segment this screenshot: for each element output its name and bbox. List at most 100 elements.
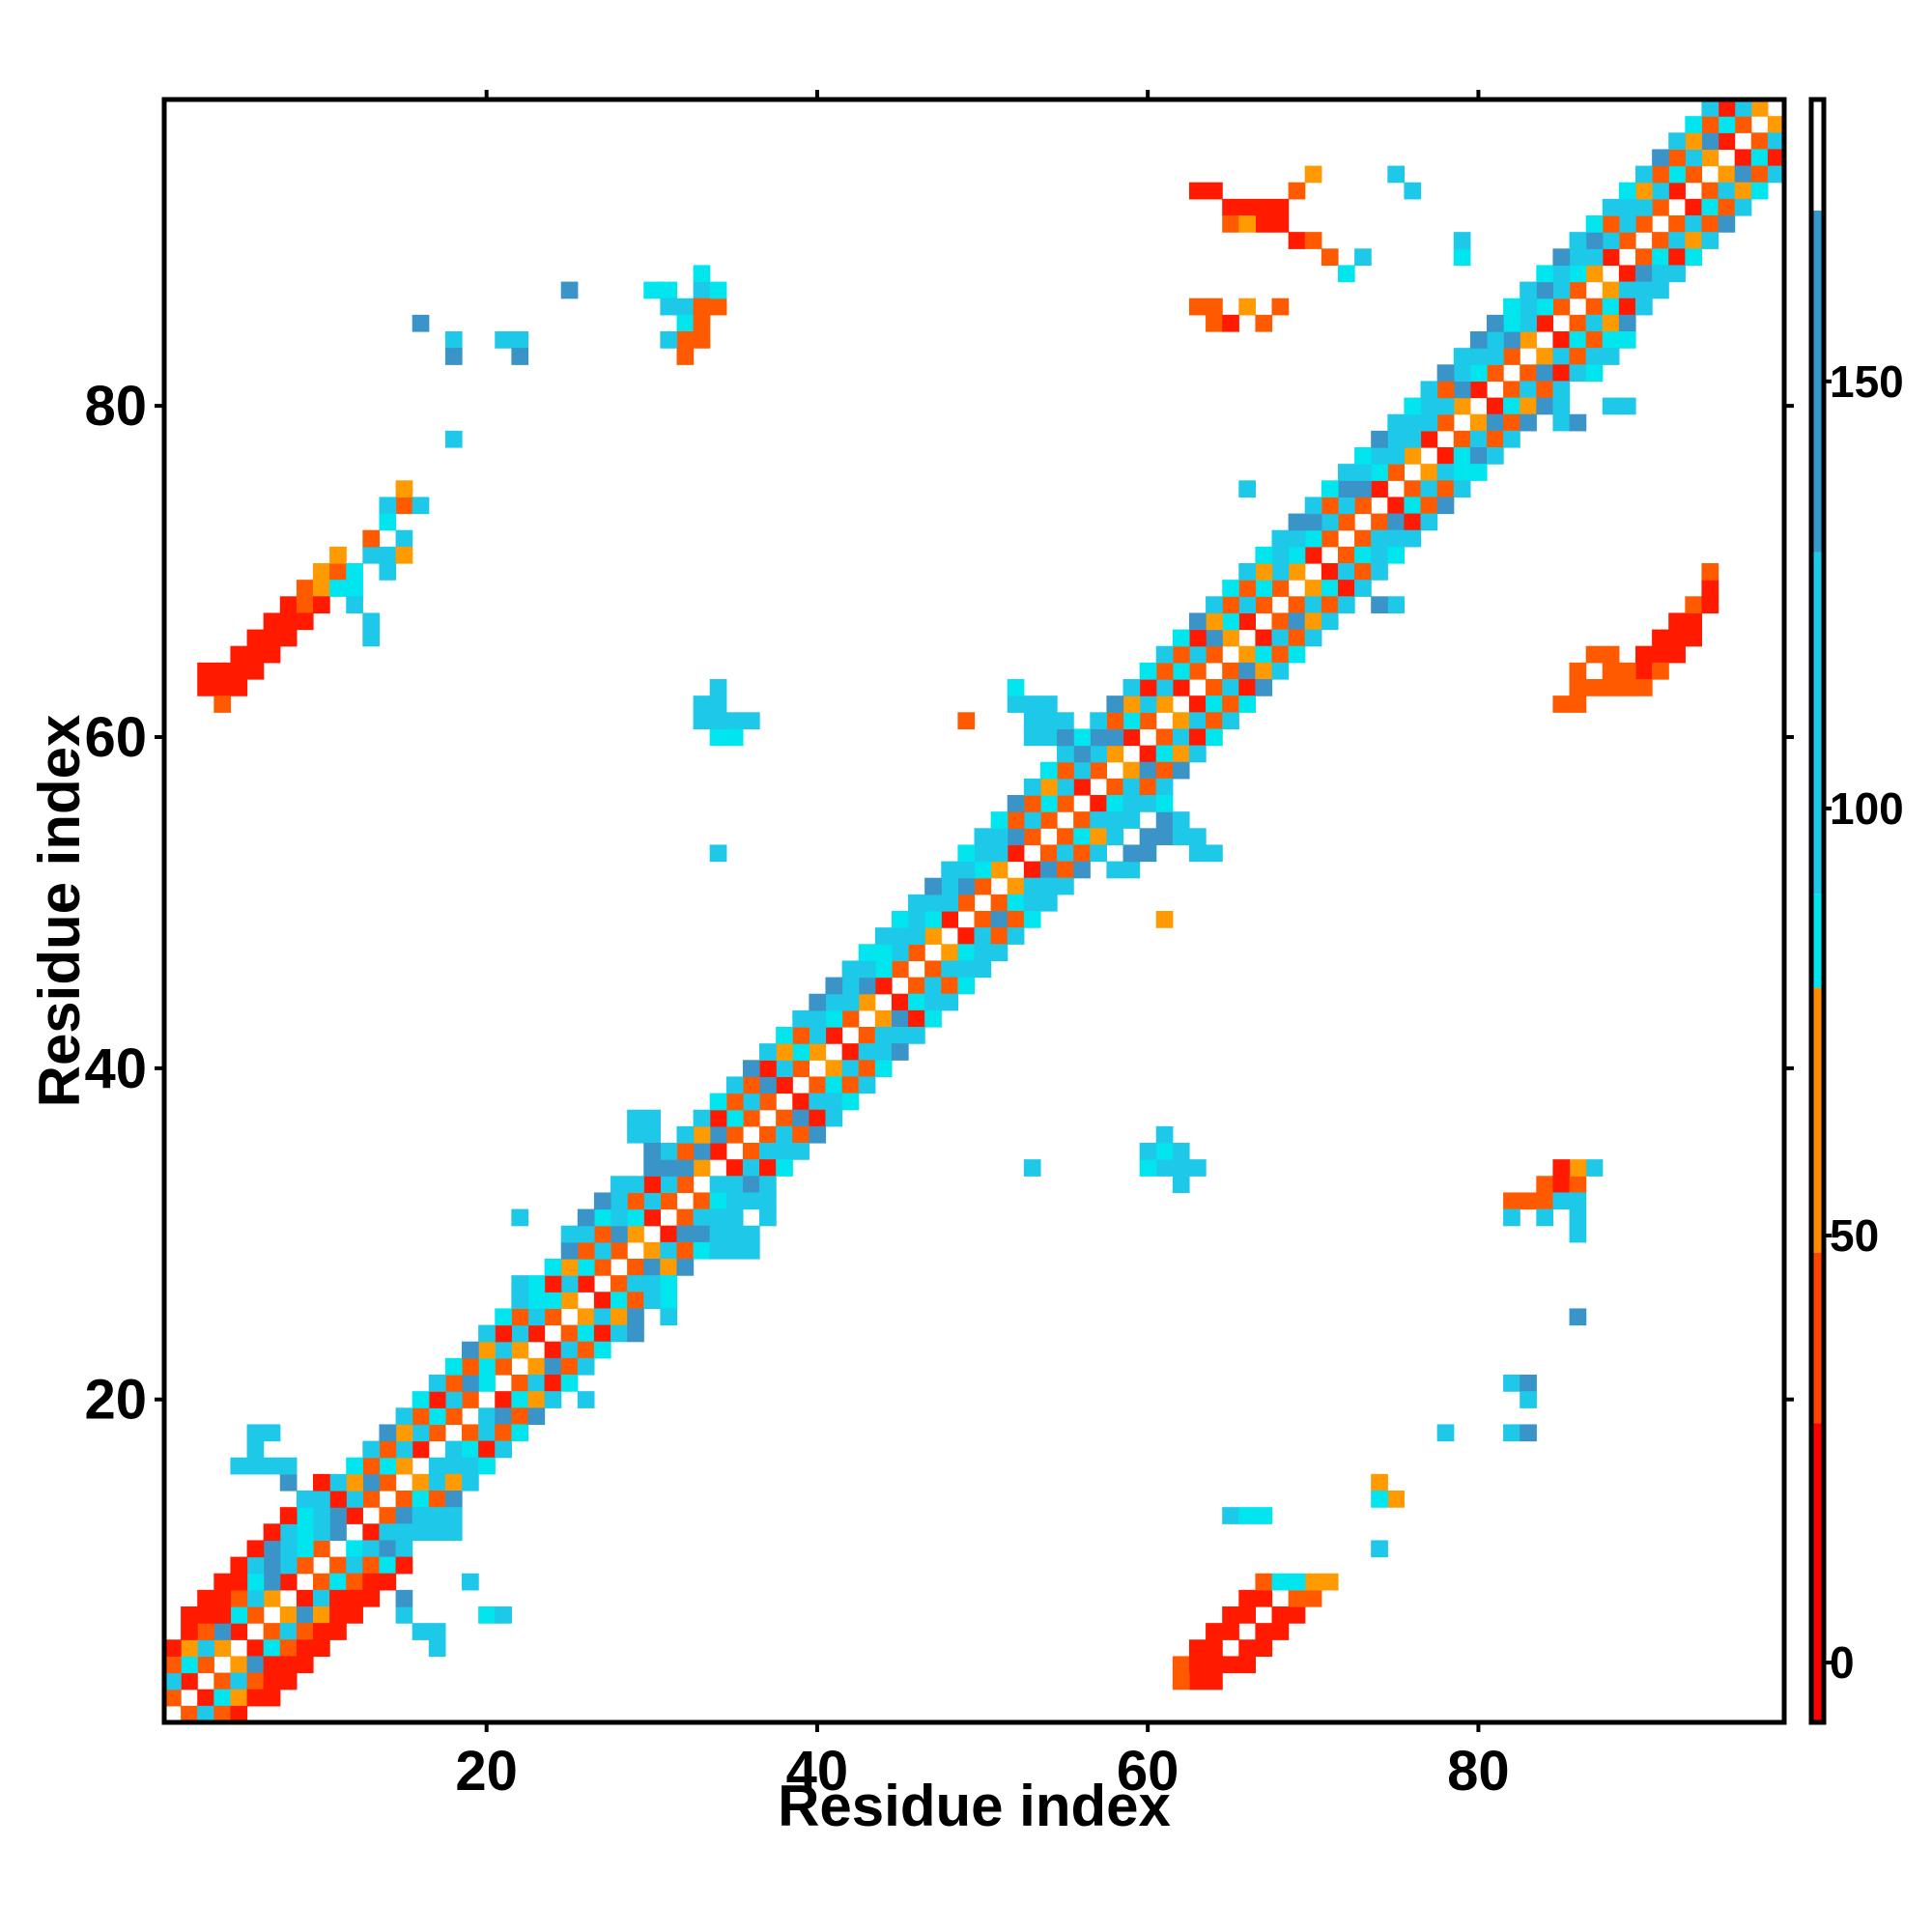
heatmap-cell xyxy=(1503,413,1520,432)
heatmap-cell xyxy=(395,480,413,498)
heatmap-cell xyxy=(1685,629,1703,647)
heatmap-cell xyxy=(1172,828,1190,846)
x-tick-label: 40 xyxy=(786,1740,849,1803)
heatmap-cell xyxy=(1387,529,1406,548)
heatmap-cell xyxy=(1634,198,1653,216)
heatmap-cell xyxy=(841,1093,860,1111)
heatmap-cell xyxy=(759,1043,777,1061)
heatmap-cell xyxy=(1569,248,1587,267)
heatmap-cell xyxy=(1634,265,1653,283)
heatmap-cell xyxy=(230,645,248,664)
heatmap-cell xyxy=(693,1192,711,1210)
colorbar-band xyxy=(1811,552,1824,895)
heatmap-cell xyxy=(181,1656,198,1674)
heatmap-cell xyxy=(1569,331,1587,349)
heatmap-cell xyxy=(495,1341,512,1359)
heatmap-cell xyxy=(759,1125,777,1144)
heatmap-cell xyxy=(825,977,843,995)
heatmap-cell xyxy=(1222,612,1239,631)
heatmap-cell xyxy=(1206,612,1223,631)
heatmap-cell xyxy=(725,1176,744,1194)
heatmap-cell xyxy=(1206,844,1223,863)
heatmap-cell xyxy=(1139,844,1157,863)
heatmap-cell xyxy=(1222,580,1239,597)
heatmap-cell xyxy=(1057,795,1074,812)
heatmap-cell xyxy=(1222,1656,1239,1674)
heatmap-cell xyxy=(1618,215,1636,233)
colorbar-band xyxy=(1811,1252,1824,1424)
heatmap-cell xyxy=(495,1407,512,1426)
heatmap-cell xyxy=(1685,132,1703,151)
heatmap-cell xyxy=(809,1043,827,1061)
heatmap-cell xyxy=(1321,480,1339,498)
heatmap-cell xyxy=(825,1076,843,1094)
heatmap-cell xyxy=(279,1523,298,1542)
heatmap-cell xyxy=(1371,563,1388,581)
heatmap-cell xyxy=(1255,679,1273,696)
heatmap-cell xyxy=(1139,761,1157,780)
heatmap-cell xyxy=(941,944,958,962)
heatmap-cell xyxy=(627,1225,644,1243)
heatmap-cell xyxy=(759,1159,777,1177)
heatmap-cell xyxy=(1585,1159,1604,1177)
heatmap-cell xyxy=(1304,546,1322,564)
heatmap-cell xyxy=(197,1639,214,1658)
heatmap-cell xyxy=(627,1208,644,1227)
heatmap-cell xyxy=(1238,1639,1257,1658)
heatmap-cell xyxy=(1469,364,1488,383)
heatmap-cell xyxy=(676,314,695,332)
heatmap-cell xyxy=(1453,381,1471,399)
heatmap-cell xyxy=(1354,497,1372,515)
heatmap-cell xyxy=(263,1656,281,1674)
heatmap-cell xyxy=(1188,1656,1207,1674)
heatmap-cell xyxy=(1139,712,1157,730)
heatmap-cell xyxy=(213,1639,232,1658)
heatmap-cell xyxy=(1304,612,1322,631)
heatmap-cell xyxy=(1073,778,1091,796)
heatmap-cell xyxy=(1503,381,1520,399)
heatmap-cell xyxy=(1520,281,1537,299)
heatmap-cell xyxy=(544,1357,562,1376)
heatmap-cell xyxy=(874,1060,893,1078)
heatmap-cell xyxy=(1057,861,1074,879)
heatmap-cell xyxy=(1304,596,1322,614)
heatmap-cell xyxy=(263,1556,281,1575)
heatmap-cell xyxy=(1602,662,1620,680)
heatmap-cell xyxy=(395,529,413,548)
heatmap-cell xyxy=(1255,1639,1273,1658)
heatmap-cell xyxy=(362,1573,381,1591)
heatmap-cell xyxy=(577,1208,595,1227)
heatmap-cell xyxy=(181,1623,198,1640)
heatmap-cell xyxy=(1188,1159,1207,1177)
heatmap-cell xyxy=(263,1672,281,1690)
heatmap-cell xyxy=(709,844,727,863)
heatmap-cell xyxy=(1552,265,1571,283)
heatmap-cell xyxy=(1007,844,1025,863)
heatmap-cell xyxy=(296,1589,314,1607)
heatmap-cell xyxy=(1172,761,1190,780)
heatmap-cell xyxy=(1222,679,1239,696)
heatmap-cell xyxy=(560,1341,579,1359)
heatmap-cell xyxy=(495,1606,512,1624)
heatmap-cell xyxy=(1371,596,1388,614)
heatmap-cell xyxy=(395,1407,413,1426)
heatmap-cell xyxy=(1222,662,1239,680)
heatmap-cell xyxy=(627,1259,644,1276)
heatmap-cell xyxy=(527,1308,546,1326)
heatmap-cell xyxy=(346,1457,363,1475)
heatmap-cell xyxy=(1536,397,1554,415)
heatmap-cell xyxy=(1420,497,1438,515)
heatmap-cell xyxy=(1652,662,1669,680)
heatmap-cell xyxy=(627,1192,644,1210)
heatmap-cell xyxy=(759,1143,777,1160)
heatmap-cell xyxy=(742,1176,760,1194)
heatmap-cell xyxy=(1734,198,1752,216)
heatmap-cell xyxy=(1652,149,1669,167)
heatmap-cell xyxy=(1552,298,1571,316)
heatmap-cell xyxy=(395,1440,413,1459)
heatmap-cell xyxy=(444,1357,463,1376)
heatmap-cell xyxy=(693,1208,711,1227)
heatmap-cell xyxy=(1039,877,1058,895)
heatmap-cell xyxy=(1354,529,1372,548)
heatmap-cell xyxy=(1337,563,1355,581)
